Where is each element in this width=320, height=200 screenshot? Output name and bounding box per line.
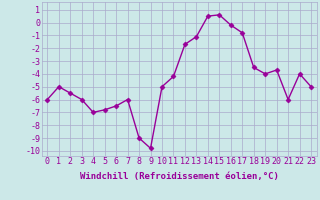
X-axis label: Windchill (Refroidissement éolien,°C): Windchill (Refroidissement éolien,°C) xyxy=(80,172,279,181)
